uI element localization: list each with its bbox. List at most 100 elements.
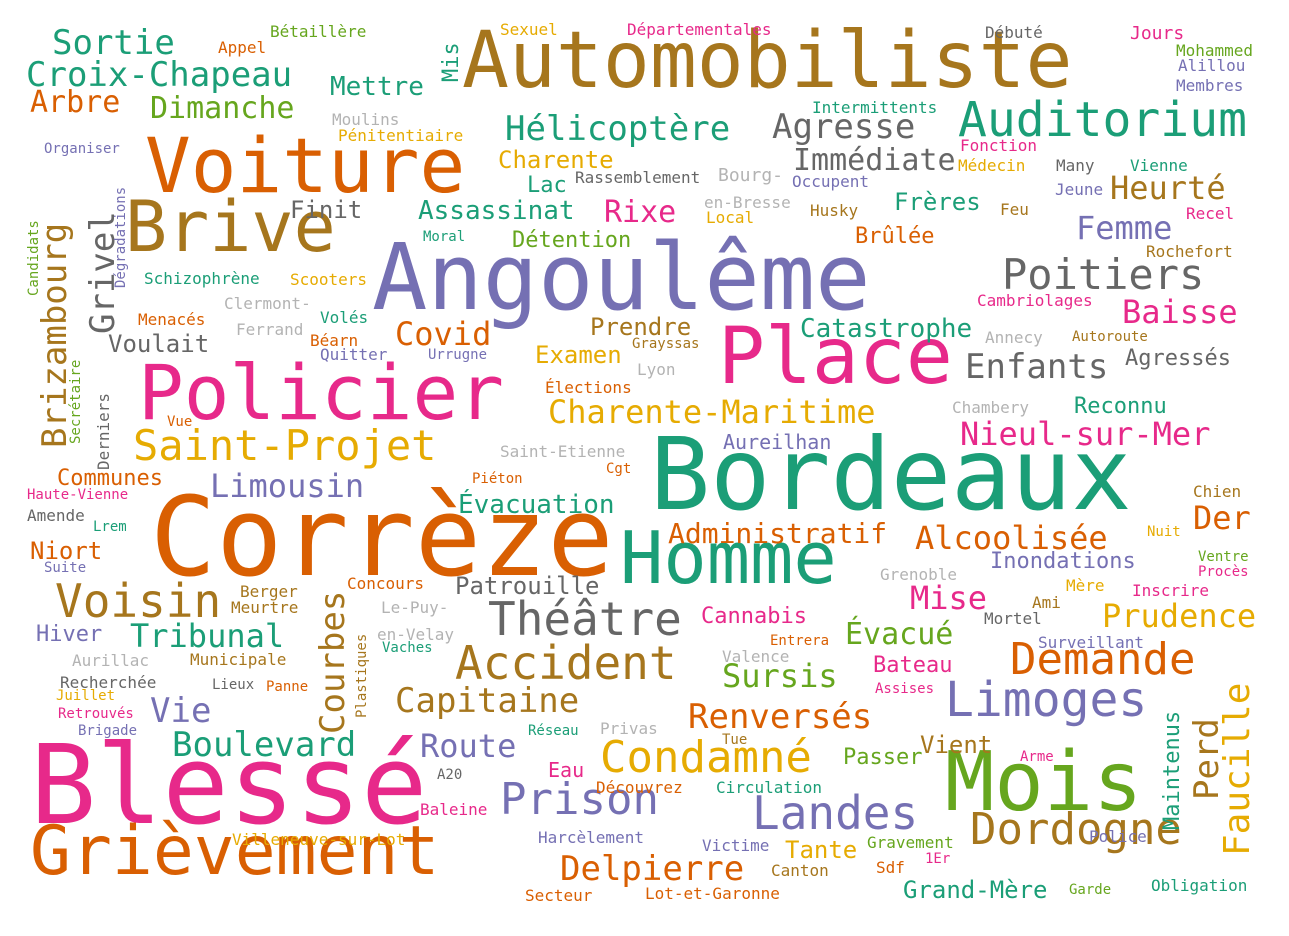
word-chien: Chien — [1193, 482, 1242, 501]
word-brulee: Brûlée — [855, 224, 935, 249]
word-obligation: Obligation — [1151, 876, 1248, 895]
word-privas: Privas — [600, 719, 658, 738]
word-mohammed: Mohammed — [1176, 41, 1254, 60]
word-dimanche: Dimanche — [150, 91, 295, 126]
word-landes: Landes — [752, 786, 919, 840]
word-occupent: Occupent — [792, 172, 870, 191]
word-en-velay: en-Velay — [377, 625, 455, 644]
word-penitentiaire: Pénitentiaire — [338, 126, 464, 145]
word-helicoptere: Hélicoptère — [505, 109, 731, 149]
word-en-bresse: en-Bresse — [704, 193, 791, 212]
word-plastiques: Plastiques — [354, 633, 370, 718]
word-concours: Concours — [347, 574, 425, 593]
word-administratif: Administratif — [668, 517, 888, 550]
word-finit: Finit — [290, 196, 363, 224]
word-suite: Suite — [44, 560, 87, 576]
word-ventre: Ventre — [1198, 549, 1249, 565]
word-ferrand: Ferrand — [236, 320, 304, 339]
word-immediate: Immédiate — [793, 143, 956, 178]
word-aureilhan: Aureilhan — [723, 430, 832, 454]
word-police: Police — [1089, 827, 1147, 846]
word-charente-maritime: Charente-Maritime — [548, 393, 876, 431]
word-circulation: Circulation — [716, 778, 822, 797]
word-rixe: Rixe — [604, 195, 677, 230]
word-amende: Amende — [27, 506, 85, 525]
word-vienne: Vienne — [1130, 156, 1188, 175]
word-automobiliste: Automobiliste — [462, 16, 1073, 106]
word-baleine: Baleine — [420, 800, 488, 819]
word-husky: Husky — [810, 201, 859, 220]
word-grievement: Grièvement — [30, 812, 440, 891]
word-grenoble: Grenoble — [880, 565, 958, 584]
word-sursis: Sursis — [722, 657, 838, 695]
word-villeneuve-sur-lot: Villeneuve-sur-Lot — [232, 830, 406, 849]
word-inscrire: Inscrire — [1132, 581, 1210, 600]
word-mortel: Mortel — [984, 609, 1042, 628]
word-reseau: Réseau — [528, 723, 579, 739]
word-agresses: Agressés — [1125, 346, 1231, 371]
word-menaces: Menacés — [138, 310, 206, 329]
word-limousin: Limousin — [210, 467, 365, 505]
word-alcoolisee: Alcoolisée — [915, 519, 1108, 557]
word-brizambourg: Brizambourg — [35, 222, 75, 448]
word-autoroute: Autoroute — [1072, 329, 1148, 345]
word-sdf: Sdf — [876, 858, 905, 877]
word-a20: A20 — [437, 767, 463, 783]
word-renverses: Renversés — [688, 697, 873, 737]
word-femme: Femme — [1076, 209, 1173, 247]
word-nieul-sur-mer: Nieul-sur-Mer — [960, 415, 1211, 453]
word-blesse: Blessé — [30, 721, 428, 849]
word-brive: Brive — [125, 186, 336, 268]
word-poitiers: Poitiers — [1002, 250, 1205, 299]
word-lot-et-garonne: Lot-et-Garonne — [645, 884, 780, 903]
word-berger: Berger — [240, 582, 298, 601]
word-derniers: Derniers — [94, 392, 113, 470]
word-proces: Procès — [1198, 564, 1249, 580]
word-candidats: Candidats — [26, 220, 42, 296]
word-retrouves: Retrouvés — [58, 706, 134, 722]
word-surveillant: Surveillant — [1038, 633, 1144, 652]
word-prison: Prison — [500, 774, 659, 825]
word-brigade: Brigade — [78, 723, 138, 739]
word-clermont: Clermont- — [224, 294, 311, 313]
word-communes: Communes — [57, 466, 163, 491]
word-examen: Examen — [535, 341, 622, 369]
word-secretaire: Secrétaire — [68, 359, 84, 444]
word-auditorium: Auditorium — [958, 92, 1247, 148]
word-meurtre: Meurtre — [231, 598, 299, 617]
word-harcelement: Harcèlement — [538, 828, 644, 847]
word-voulait: Voulait — [108, 330, 210, 358]
word-cannabis: Cannabis — [701, 604, 807, 629]
word-place: Place — [718, 312, 953, 402]
word-local: Local — [706, 208, 755, 227]
word-juillet: Juillet — [56, 688, 116, 704]
word-jeune: Jeune — [1055, 180, 1104, 199]
word-arme: Arme — [1020, 749, 1054, 765]
word-grayssas: Grayssas — [632, 336, 700, 352]
word-ami: Ami — [1032, 593, 1061, 612]
word-lieux: Lieux — [212, 677, 255, 693]
word-decouvrez: Découvrez — [596, 778, 683, 797]
word-patrouille: Patrouille — [455, 572, 600, 600]
word-vue: Vue — [167, 414, 193, 430]
word-charente: Charente — [498, 146, 614, 174]
word-aurillac: Aurillac — [72, 651, 150, 670]
word-sortie: Sortie — [52, 23, 175, 63]
word-boulevard: Boulevard — [172, 725, 357, 765]
word-elections: Élections — [545, 378, 632, 397]
word-heurte: Heurté — [1110, 169, 1226, 207]
word-assises: Assises — [875, 681, 935, 697]
word-debute: Débuté — [985, 23, 1043, 42]
word-schizophrene: Schizophrène — [144, 269, 260, 288]
word-prudence: Prudence — [1102, 597, 1257, 635]
word-canton: Canton — [771, 861, 829, 880]
word-municipale: Municipale — [190, 650, 287, 669]
word-vient: Vient — [920, 731, 993, 759]
word-grand-mere: Grand-Mère — [903, 876, 1048, 904]
word-intermittents: Intermittents — [812, 98, 938, 117]
word-homme: Homme — [620, 516, 837, 600]
word-1er: 1Er — [925, 851, 951, 867]
word-chambery: Chambery — [952, 398, 1030, 417]
word-rassemblement: Rassemblement — [575, 168, 701, 187]
